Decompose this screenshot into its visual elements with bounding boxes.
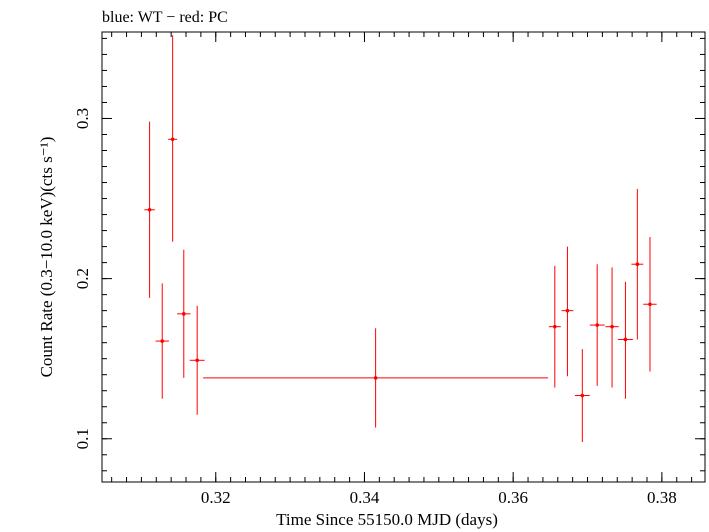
data-points [144, 35, 657, 442]
data-point [189, 305, 205, 415]
y-tick-label: 0.3 [73, 108, 92, 129]
data-point [574, 349, 590, 442]
y-tick-label: 0.1 [73, 428, 92, 449]
data-marker [553, 324, 557, 329]
data-marker [170, 137, 175, 142]
data-marker [181, 312, 186, 316]
x-axis-label: Time Since 55150.0 MJD (days) [276, 510, 498, 529]
data-marker [610, 324, 614, 329]
data-marker [623, 337, 628, 342]
chart-title: blue: WT − red: PC [102, 9, 228, 26]
axis-ticks: 0.32 0.34 0.36 0.38 0.1 0.2 0.3 [73, 32, 705, 507]
data-marker [160, 339, 165, 343]
data-marker [595, 323, 599, 327]
data-point [168, 35, 178, 242]
x-tick-label: 0.32 [201, 488, 231, 507]
data-point [605, 267, 619, 388]
data-point [589, 264, 605, 386]
data-point [177, 249, 191, 378]
data-marker [147, 207, 152, 212]
y-tick-label: 0.2 [73, 268, 92, 289]
data-point [643, 236, 657, 372]
data-marker [373, 376, 378, 380]
y-axis-label: Count Rate (0.3−10.0 keV)(cts s⁻¹) [37, 137, 56, 378]
data-marker [648, 302, 652, 307]
plot-frame [101, 31, 706, 483]
data-marker [565, 308, 570, 313]
x-tick-label: 0.34 [350, 488, 380, 507]
data-point [631, 188, 644, 340]
data-point [155, 283, 169, 399]
data-point [144, 121, 155, 298]
data-marker [635, 262, 640, 267]
x-tick-label: 0.38 [647, 488, 677, 507]
x-tick-label: 0.36 [498, 488, 528, 507]
data-point [618, 281, 633, 399]
data-marker [580, 393, 585, 398]
data-point [561, 246, 574, 377]
data-point [203, 328, 549, 428]
data-marker [195, 358, 199, 363]
data-point [548, 265, 561, 388]
